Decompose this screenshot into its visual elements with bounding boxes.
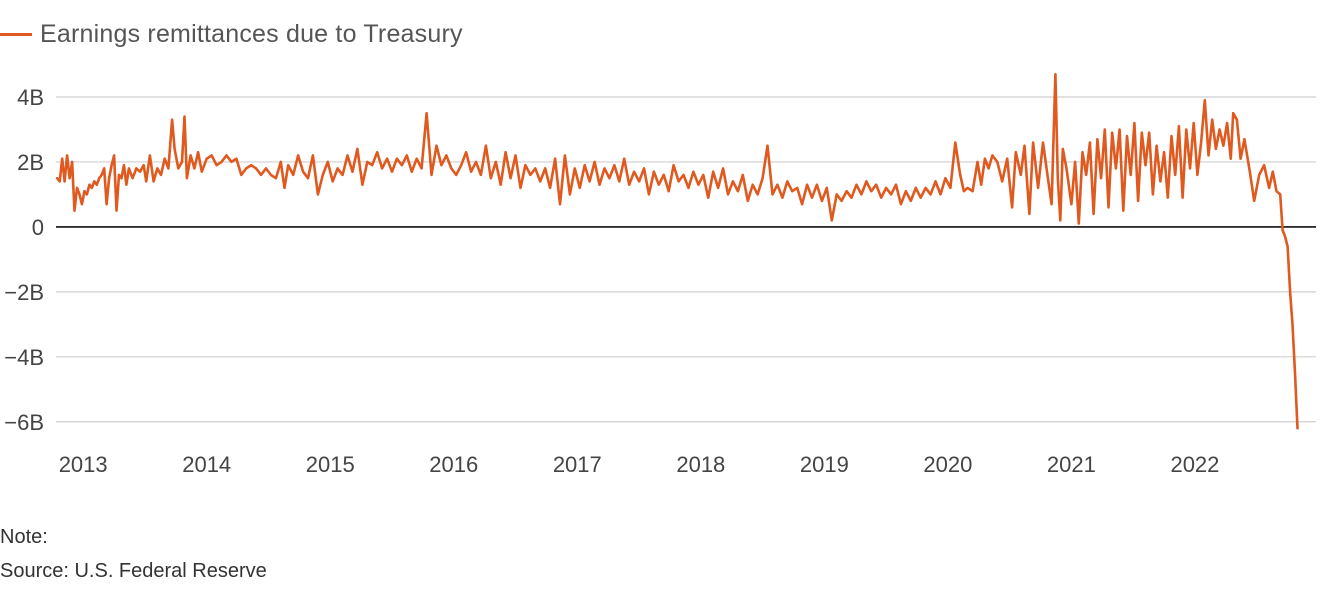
note-text: Note: — [0, 526, 48, 548]
x-tick-label: 2022 — [1170, 452, 1219, 477]
x-tick-label: 2016 — [429, 452, 478, 477]
legend-swatch — [0, 32, 32, 36]
y-tick-label: −4B — [4, 345, 44, 370]
y-tick-label: 2B — [17, 150, 44, 175]
series-layer — [55, 72, 1299, 430]
y-tick-label: 4B — [17, 85, 44, 110]
y-tick-label: 0 — [32, 215, 44, 240]
y-tick-label: −6B — [4, 410, 44, 435]
x-tick-label: 2019 — [800, 452, 849, 477]
x-tick-label: 2014 — [182, 452, 231, 477]
x-tick-label: 2021 — [1047, 452, 1096, 477]
legend: Earnings remittances due to Treasury — [0, 18, 463, 50]
source-text: Source: U.S. Federal Reserve — [0, 560, 267, 582]
x-tick-label: 2018 — [676, 452, 725, 477]
legend-label: Earnings remittances due to Treasury — [40, 19, 463, 48]
series-line-0 — [55, 72, 1299, 430]
x-axis-ticks: 2013 2014 2015 2016 2017 2018 2019 2020 2021 2022 — [59, 452, 1220, 477]
x-tick-label: 2013 — [59, 452, 108, 477]
y-axis-ticks: 4B 2B 0 −2B −4B −6B — [4, 85, 44, 435]
x-tick-label: 2015 — [306, 452, 355, 477]
x-tick-label: 2017 — [553, 452, 602, 477]
y-tick-label: −2B — [4, 280, 44, 305]
x-tick-label: 2020 — [923, 452, 972, 477]
